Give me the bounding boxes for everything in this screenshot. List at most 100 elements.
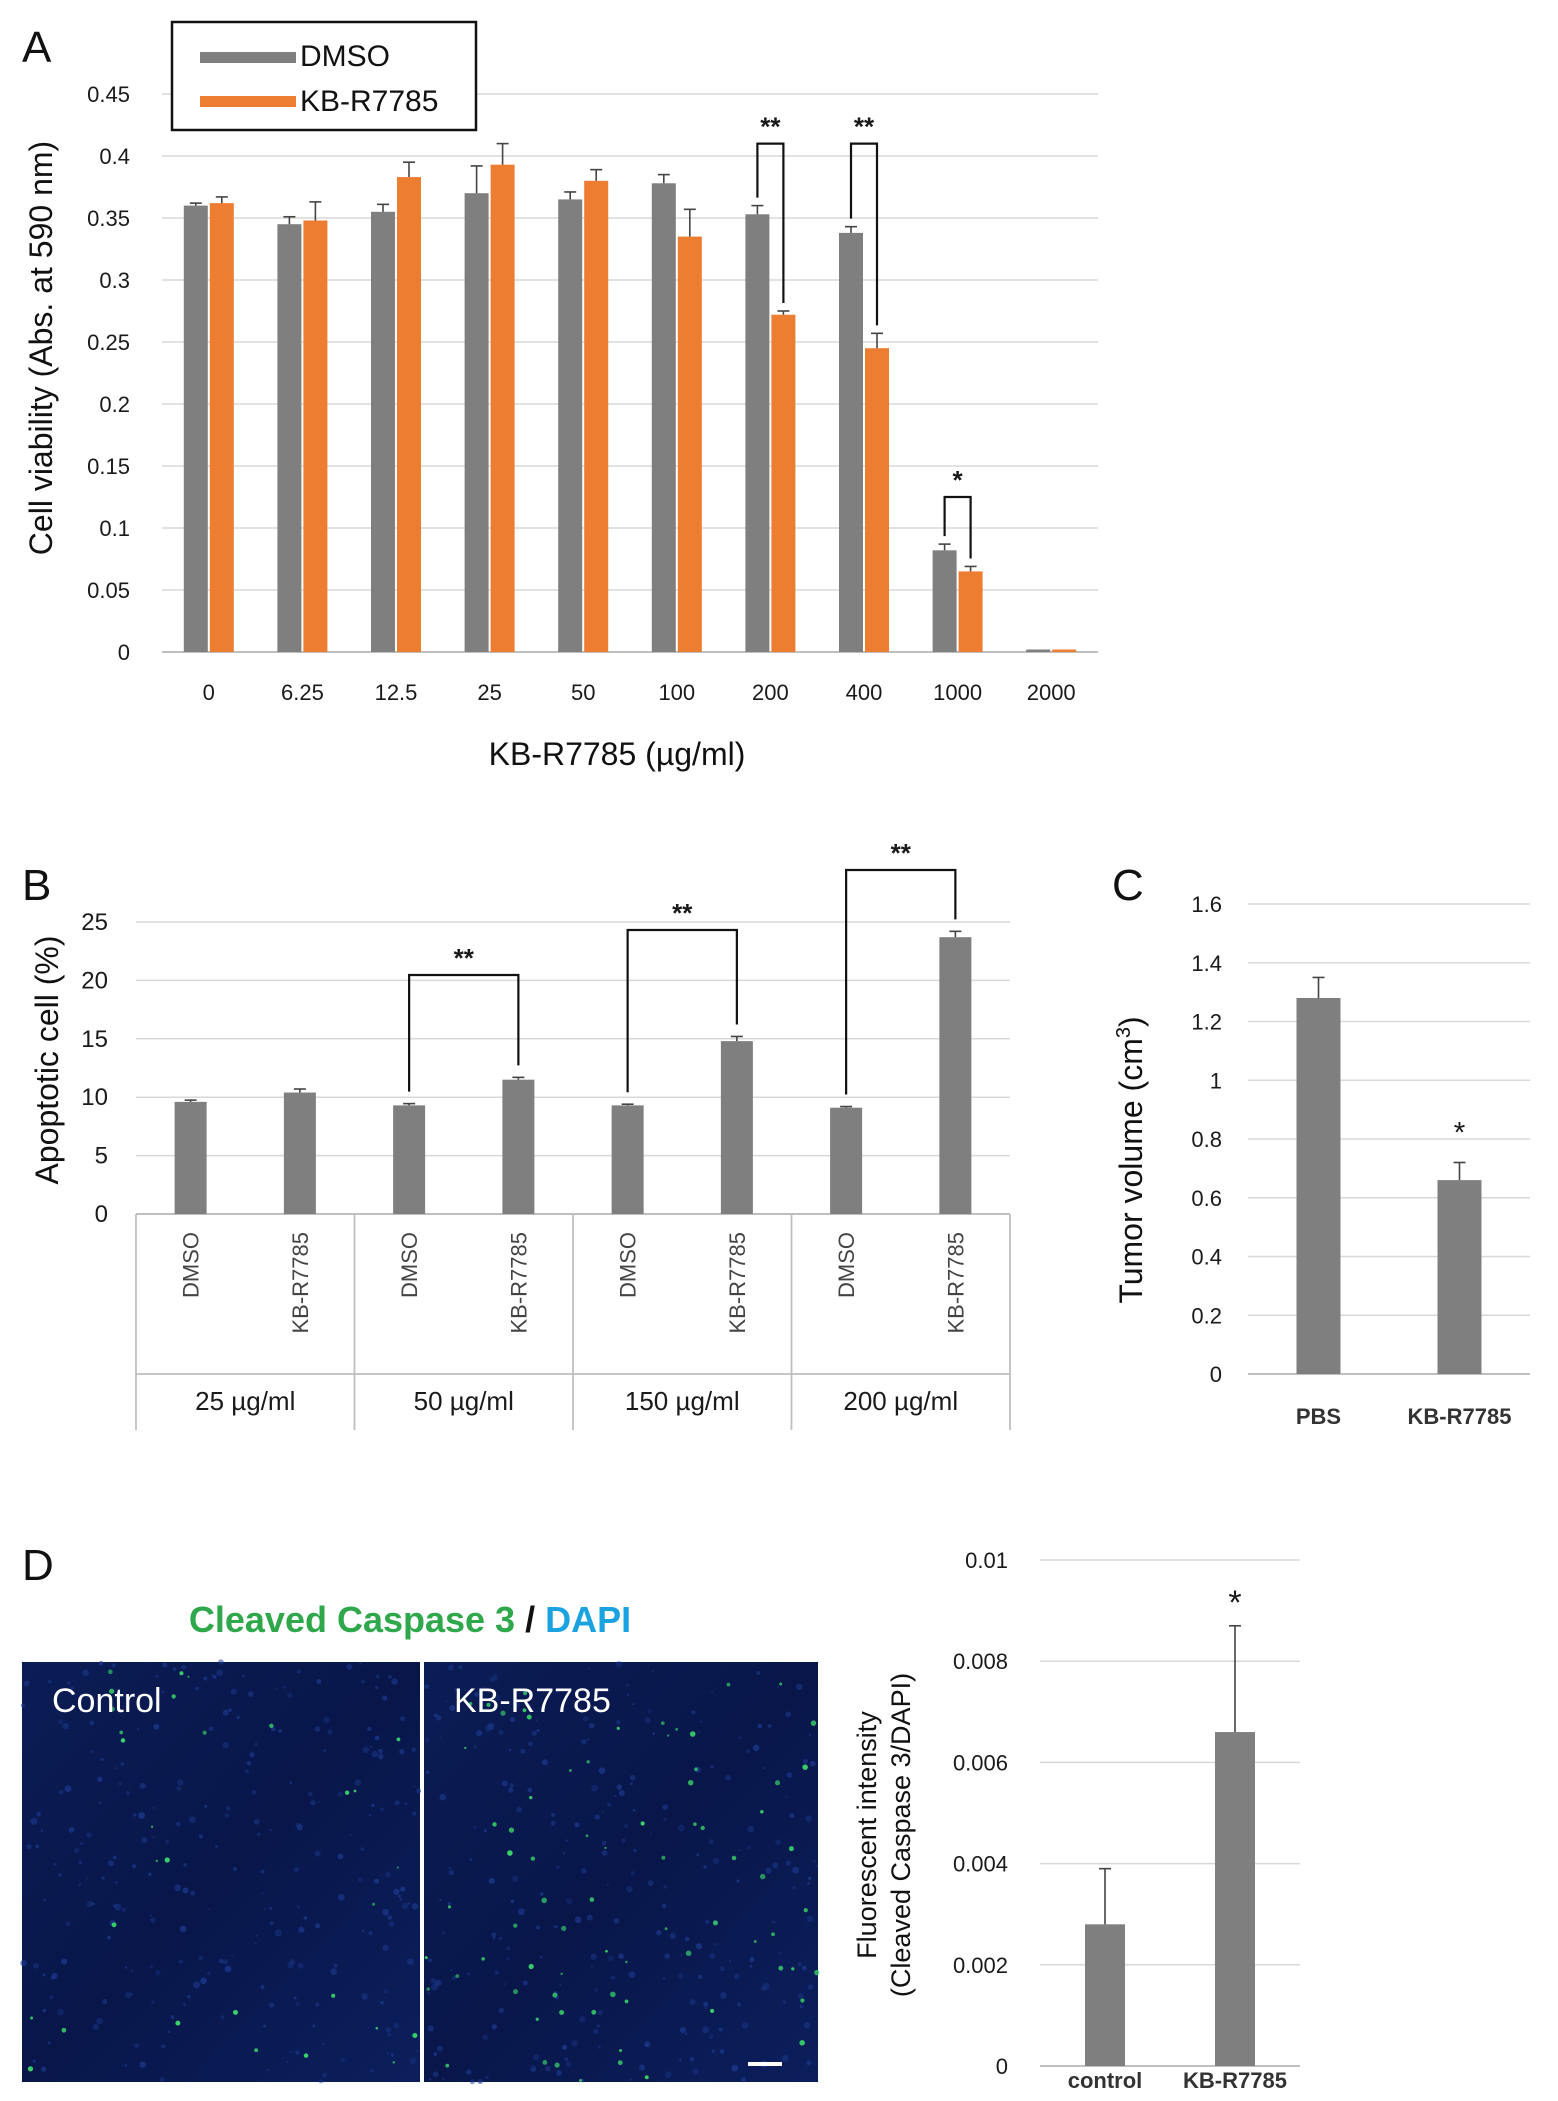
- nucleus-speck: [473, 1825, 477, 1830]
- caspase-speck: [396, 1737, 401, 1742]
- caspase-speck: [616, 1726, 620, 1731]
- y-tick-label-d: 0: [996, 2054, 1008, 2079]
- nucleus-speck: [485, 2075, 489, 2080]
- nucleus-speck: [607, 1955, 614, 1962]
- nucleus-speck: [778, 1951, 782, 1955]
- nucleus-speck: [295, 1822, 301, 1828]
- nucleus-speck: [59, 1790, 64, 1795]
- nucleus-speck: [98, 1661, 104, 1666]
- nucleus-speck: [656, 1930, 662, 1936]
- x-tick-label-a: 50: [571, 680, 595, 705]
- nucleus-speck: [574, 1916, 582, 1924]
- nucleus-speck: [340, 2057, 345, 2062]
- group-label-b: 50 µg/ml: [414, 1386, 514, 1416]
- nucleus-speck: [198, 1834, 204, 1839]
- nucleus-speck: [249, 1752, 255, 1758]
- x-tick-label-b: DMSO: [616, 1232, 641, 1298]
- y-tick-label-a: 0.45: [87, 82, 130, 107]
- nucleus-speck: [42, 1973, 46, 1977]
- nucleus-speck: [323, 1716, 330, 1724]
- caspase-speck: [661, 1855, 666, 1860]
- nucleus-speck: [644, 1717, 651, 1724]
- nucleus-speck: [219, 1958, 224, 1964]
- caspase-speck: [107, 1669, 113, 1675]
- nucleus-speck: [178, 1959, 183, 1964]
- nucleus-speck: [762, 1767, 765, 1770]
- caspase-speck: [605, 1949, 608, 1953]
- chart-c-ylabel-end: ): [1113, 1016, 1149, 1027]
- legend-label-dmso: DMSO: [300, 40, 390, 73]
- bar-kb: [865, 348, 889, 652]
- x-tick-label-b: DMSO: [397, 1232, 422, 1298]
- x-tick-label-a: 0: [203, 680, 215, 705]
- caspase-speck: [617, 2060, 623, 2066]
- caspase-speck: [771, 1932, 775, 1937]
- nucleus-speck: [53, 1862, 57, 1866]
- y-tick-label-c: 0: [1210, 1362, 1222, 1387]
- caspase-speck: [481, 1957, 485, 1961]
- nucleus-speck: [212, 1674, 217, 1680]
- nucleus-speck: [494, 1970, 500, 1975]
- nucleus-speck: [506, 1957, 510, 1961]
- nucleus-speck: [491, 1932, 497, 1938]
- caspase-speck: [685, 1950, 692, 1957]
- nucleus-speck: [215, 1845, 218, 1848]
- nucleus-speck: [400, 1886, 406, 1892]
- nucleus-speck: [677, 1973, 684, 1979]
- caspase-speck: [344, 1790, 350, 1795]
- nucleus-speck: [436, 2045, 443, 2052]
- nucleus-speck: [296, 1669, 301, 1674]
- nucleus-speck: [222, 1741, 230, 1749]
- nucleus-speck: [361, 1993, 368, 2000]
- significance-bracket-b: [408, 973, 520, 1092]
- nucleus-speck: [691, 1710, 696, 1715]
- nucleus-speck: [629, 1774, 636, 1781]
- nucleus-speck: [121, 1907, 127, 1913]
- nucleus-speck: [132, 1813, 137, 1817]
- nucleus-speck: [613, 1918, 620, 1924]
- caspase-speck: [693, 1822, 697, 1826]
- nucleus-speck: [293, 1866, 299, 1873]
- nucleus-speck: [713, 1942, 717, 1946]
- nucleus-speck: [536, 1925, 541, 1930]
- nucleus-speck: [565, 2061, 572, 2068]
- nucleus-speck: [390, 2053, 395, 2057]
- nucleus-speck: [731, 2064, 739, 2072]
- nucleus-speck: [588, 1722, 595, 1729]
- nucleus-speck: [149, 1914, 152, 1917]
- nucleus-speck: [772, 1920, 775, 1924]
- nucleus-speck: [269, 1921, 274, 1926]
- nucleus-speck: [703, 1865, 707, 1869]
- nucleus-speck: [803, 1758, 809, 1764]
- y-tick-label-a: 0: [118, 640, 130, 665]
- caspase-speck: [468, 1701, 473, 1706]
- nucleus-speck: [255, 1934, 258, 1937]
- caspase-speck: [624, 1999, 629, 2004]
- micrograph-control: Control: [20, 1659, 422, 2084]
- nucleus-speck: [590, 1964, 594, 1968]
- y-tick-label-d: 0.006: [953, 1750, 1008, 1775]
- caspase-speck: [710, 2008, 715, 2013]
- caspase-speck: [424, 1956, 428, 1960]
- caspase-speck: [120, 1738, 126, 1743]
- nucleus-speck: [626, 1693, 630, 1697]
- caspase-speck: [375, 2027, 379, 2030]
- nucleus-speck: [218, 1659, 224, 1665]
- nucleus-speck: [696, 1853, 700, 1857]
- bar-dmso: [371, 211, 395, 653]
- caspase-speck: [528, 1963, 534, 1970]
- nucleus-speck: [155, 1686, 160, 1691]
- nucleus-speck: [652, 1732, 656, 1736]
- micrograph-kb-bg: [424, 1662, 818, 2082]
- nucleus-speck: [236, 1715, 240, 1719]
- nucleus-speck: [278, 1729, 282, 1733]
- nucleus-speck: [689, 2056, 695, 2062]
- nucleus-speck: [590, 1953, 597, 1960]
- significance-bracket-b-label: **: [672, 898, 693, 928]
- nucleus-speck: [91, 1902, 95, 1906]
- nucleus-speck: [571, 2040, 578, 2047]
- bar-b: [283, 1092, 316, 1214]
- nucleus-speck: [67, 1681, 71, 1685]
- nucleus-speck: [633, 1848, 637, 1853]
- y-tick-label-c: 1.4: [1191, 951, 1222, 976]
